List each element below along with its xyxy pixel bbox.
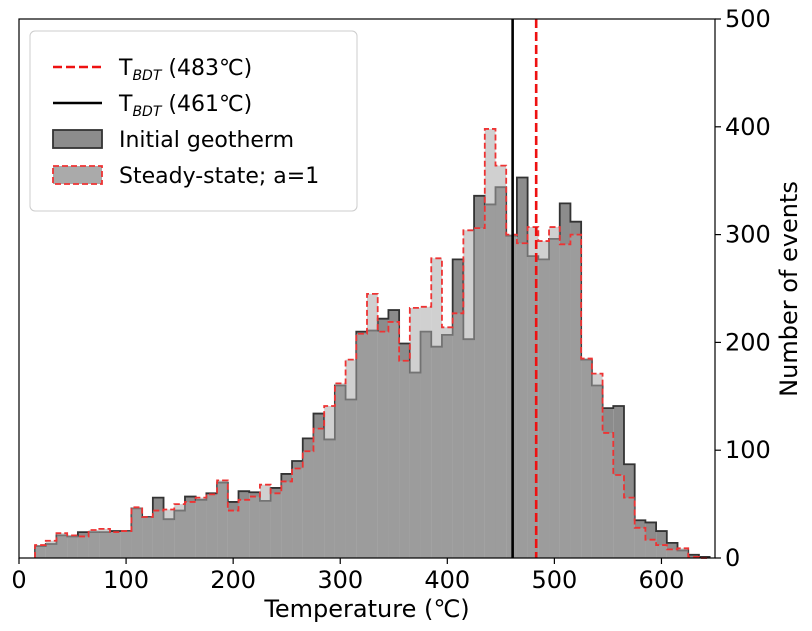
legend-swatch-initial <box>52 129 103 149</box>
steady-state-bar <box>259 484 271 558</box>
steady-state-bar <box>99 528 111 558</box>
steady-state-bar <box>463 230 475 558</box>
steady-state-bar <box>613 474 624 558</box>
steady-state-bar <box>367 293 378 558</box>
legend-label-steady: Steady-state; a=1 <box>119 164 319 189</box>
steady-state-bar <box>377 331 389 558</box>
steady-state-bar <box>677 548 689 558</box>
steady-state-bar <box>570 234 582 558</box>
steady-state-bar <box>217 480 228 558</box>
steady-state-bar <box>195 497 207 558</box>
y-tick-label: 100 <box>725 436 771 464</box>
steady-state-bar <box>645 539 657 558</box>
y-tick-label: 0 <box>725 544 740 572</box>
steady-state-series <box>34 128 710 559</box>
steady-state-bar <box>409 307 421 558</box>
steady-state-bar <box>474 228 485 558</box>
x-tick-label: 300 <box>317 566 363 594</box>
steady-state-bar <box>538 241 550 558</box>
steady-state-bar <box>67 535 78 558</box>
x-tick-label: 200 <box>210 566 256 594</box>
steady-state-bar <box>484 128 496 558</box>
steady-state-bar <box>313 428 325 558</box>
steady-state-bar <box>281 481 293 558</box>
steady-state-bar <box>420 306 432 558</box>
x-tick-label: 100 <box>103 566 149 594</box>
steady-state-bar <box>77 536 89 558</box>
steady-state-bar <box>452 313 464 558</box>
steady-state-bar <box>120 531 132 558</box>
steady-state-bar <box>441 327 453 558</box>
initial-geotherm-bar <box>656 531 667 558</box>
steady-state-bar <box>56 533 68 558</box>
legend-swatch-steady <box>52 165 103 185</box>
steady-state-bar <box>35 545 46 558</box>
legend-box <box>29 30 358 212</box>
x-axis-ticks: 0 100 200 300 400 500 600 <box>11 558 684 594</box>
steady-state-bar <box>206 494 218 558</box>
y-tick-label: 500 <box>725 5 771 33</box>
steady-state-bar <box>634 527 646 558</box>
plot-frame <box>18 18 716 559</box>
threshold-lines-layer <box>511 19 538 558</box>
steady-state-bar <box>581 358 592 558</box>
steady-state-bar <box>142 517 153 558</box>
steady-state-bar <box>527 227 539 558</box>
x-tick-label: 600 <box>639 566 685 594</box>
steady-state-bar <box>602 432 614 558</box>
legend-label-tbdt_461: TBDT (461℃) <box>118 92 252 120</box>
steady-state-bar <box>45 540 57 558</box>
steady-state-bar <box>302 451 314 558</box>
histogram-layer <box>34 128 711 559</box>
x-tick-label: 0 <box>11 566 26 594</box>
steady-state-bar <box>324 406 335 558</box>
steady-state-bar <box>345 359 357 558</box>
steady-state-bar <box>431 258 442 558</box>
steady-state-bar <box>356 333 367 558</box>
steady-state-bar <box>399 360 410 558</box>
steady-state-bar <box>184 501 196 558</box>
steady-state-bar <box>495 165 507 558</box>
steady-state-bar <box>88 529 100 558</box>
steady-state-bar <box>623 497 635 558</box>
y-tick-label: 300 <box>725 221 771 249</box>
steady-state-bar <box>292 468 303 558</box>
steady-state-bar <box>559 244 571 558</box>
steady-state-bar <box>516 243 528 558</box>
y-axis-ticks: 0 100 200 300 400 500 <box>715 5 771 572</box>
steady-state-bar <box>388 321 400 558</box>
steady-state-bar <box>549 227 560 558</box>
y-tick-label: 400 <box>725 113 771 141</box>
steady-state-bar <box>163 509 175 558</box>
x-tick-label: 500 <box>531 566 577 594</box>
steady-state-bar <box>591 373 603 558</box>
steady-state-bar <box>656 545 667 558</box>
steady-state-bar <box>238 499 250 558</box>
y-axis-label: Number of events <box>775 181 803 397</box>
steady-state-bar <box>334 383 346 558</box>
y-tick-label: 200 <box>725 328 771 356</box>
steady-state-bar <box>152 510 164 558</box>
steady-state-bar <box>666 549 678 558</box>
legend-label-tbdt_483: TBDT (483℃) <box>118 56 252 84</box>
steady-state-bar <box>227 510 239 558</box>
steady-state-outline <box>34 128 710 559</box>
steady-state-bar <box>249 496 260 558</box>
steady-state-bar <box>174 504 185 558</box>
steady-state-bar <box>110 532 121 558</box>
steady-state-bar <box>270 493 282 558</box>
legend: TBDT (483℃) TBDT (461℃) Initial geotherm St… <box>29 30 358 212</box>
steady-state-bar <box>131 507 143 558</box>
x-tick-label: 400 <box>424 566 470 594</box>
legend-label-initial: Initial geotherm <box>119 128 294 153</box>
x-axis-label: Temperature (℃) <box>263 595 469 623</box>
